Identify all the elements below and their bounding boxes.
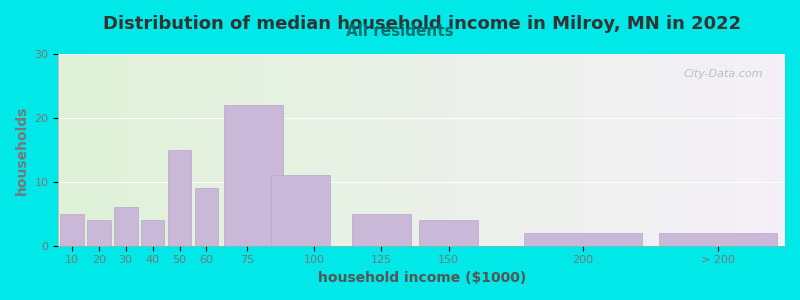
Bar bbox=[60, 214, 84, 246]
Text: All residents: All residents bbox=[346, 24, 454, 39]
Bar bbox=[524, 233, 642, 246]
Y-axis label: households: households bbox=[15, 105, 29, 194]
Bar bbox=[168, 150, 191, 246]
Text: City-Data.com: City-Data.com bbox=[684, 69, 763, 79]
Bar bbox=[224, 105, 283, 246]
Bar bbox=[658, 233, 777, 246]
X-axis label: household income ($1000): household income ($1000) bbox=[318, 271, 526, 285]
Title: Distribution of median household income in Milroy, MN in 2022: Distribution of median household income … bbox=[102, 15, 741, 33]
Bar bbox=[271, 176, 330, 246]
Bar bbox=[114, 207, 138, 246]
Bar bbox=[352, 214, 411, 246]
Bar bbox=[141, 220, 165, 246]
Bar bbox=[194, 188, 218, 246]
Bar bbox=[419, 220, 478, 246]
Bar bbox=[87, 220, 110, 246]
